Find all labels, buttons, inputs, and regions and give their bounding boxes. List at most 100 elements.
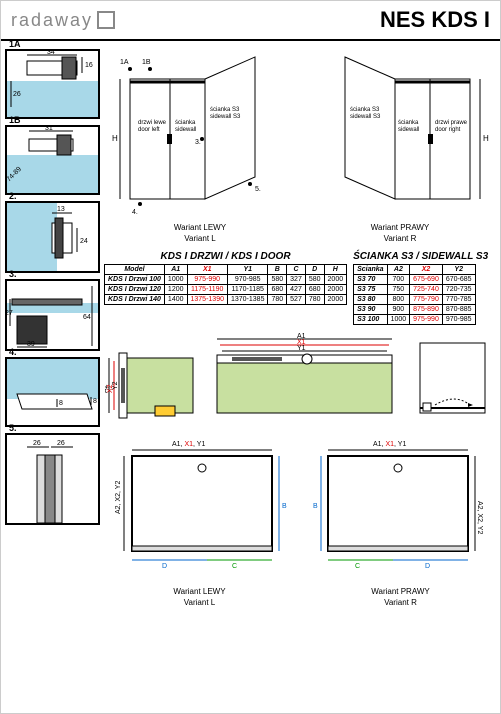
cell: S3 80 — [354, 295, 387, 305]
detail-1b-svg: 31 74-89 — [7, 127, 98, 193]
cell: 1000 — [164, 275, 187, 285]
svg-text:A1, X1, Y1: A1, X1, Y1 — [373, 441, 406, 448]
cell: 675-690 — [410, 275, 443, 285]
cell: 1175-1190 — [187, 285, 227, 295]
door-table-title: KDS I DRZWI / KDS I DOOR — [104, 251, 347, 262]
svg-text:H: H — [483, 134, 489, 143]
door-table: ModelA1X1Y1BCDHKDS I Drzwi 1001000975-99… — [104, 264, 347, 305]
svg-text:sidewall S3: sidewall S3 — [350, 114, 381, 120]
detail-2-svg: 13 24 — [7, 203, 98, 271]
plan-right-svg: A1, X1, Y1 A2, X2, Y2 B C D — [313, 438, 488, 583]
svg-text:4.: 4. — [132, 209, 138, 216]
plan-right: A1, X1, Y1 A2, X2, Y2 B C D Wariant PRAW… — [313, 438, 488, 607]
svg-text:A2, X2, Y2: A2, X2, Y2 — [115, 481, 122, 514]
dim-34: 34 — [47, 51, 55, 56]
plan-left-svg: A1, X1, Y1 A2, X2, Y2 B D C — [112, 438, 287, 583]
svg-text:C: C — [355, 563, 360, 570]
col-header: Y2 — [442, 265, 475, 275]
page: radaway NES KDS I 1A 34 16 26 1B — [0, 0, 501, 714]
cell: 775-790 — [410, 295, 443, 305]
cell: 427 — [287, 285, 306, 295]
cell: S3 90 — [354, 305, 387, 315]
svg-text:drzwi lewe: drzwi lewe — [138, 120, 167, 126]
svg-text:ścianka S3: ścianka S3 — [350, 107, 380, 113]
cell: 580 — [268, 275, 287, 285]
cell: 800 — [387, 295, 410, 305]
col-header: H — [324, 265, 347, 275]
cross-section-svg — [415, 333, 495, 428]
cell: 700 — [387, 275, 410, 285]
cell: 2000 — [324, 275, 347, 285]
iso-right-cap2: Variant R — [310, 234, 490, 243]
col-header: X1 — [187, 265, 227, 275]
detail-5: 5. 26 26 — [5, 433, 100, 525]
detail-3-svg: 39 27 64 — [7, 281, 98, 349]
svg-text:24: 24 — [80, 238, 88, 245]
svg-text:26: 26 — [57, 440, 65, 447]
svg-text:sidewall: sidewall — [175, 127, 196, 133]
svg-text:1A: 1A — [120, 59, 129, 66]
cell: 680 — [305, 285, 324, 295]
product-title: NES KDS I — [380, 7, 490, 33]
iso-left-cap1: Wariant LEWY — [110, 223, 290, 232]
plan-left: A1, X1, Y1 A2, X2, Y2 B D C Wariant LEWY… — [112, 438, 287, 607]
cell: S3 70 — [354, 275, 387, 285]
cell: 975-990 — [410, 315, 443, 325]
svg-text:C: C — [232, 563, 237, 570]
cell: 1000 — [387, 315, 410, 325]
svg-text:39: 39 — [27, 341, 35, 348]
col-header: Model — [105, 265, 165, 275]
cell: 1400 — [164, 295, 187, 305]
cell: 970-985 — [442, 315, 475, 325]
col-header: B — [268, 265, 287, 275]
detail-4: 4. 8 8 — [5, 357, 100, 427]
cross-section-row: A2 X2 Y2 A1 X1 Y1 — [104, 333, 496, 428]
svg-text:B: B — [282, 503, 287, 510]
cell: KDS I Drzwi 100 — [105, 275, 165, 285]
svg-text:27: 27 — [7, 310, 13, 317]
logo-square-icon — [97, 11, 115, 29]
svg-text:H: H — [112, 134, 118, 143]
iso-right-cap1: Wariant PRAWY — [310, 223, 490, 232]
svg-text:drzwi prawe: drzwi prawe — [435, 120, 468, 126]
cell: 780 — [305, 295, 324, 305]
cell: 780 — [268, 295, 287, 305]
plan-left-cap1: Wariant LEWY — [112, 587, 287, 596]
cross-left-svg: A2 X2 Y2 — [105, 333, 200, 428]
header: radaway NES KDS I — [1, 1, 500, 41]
col-header: D — [305, 265, 324, 275]
cell: 975-990 — [187, 275, 227, 285]
svg-text:door right: door right — [435, 127, 461, 133]
door-table-block: KDS I DRZWI / KDS I DOOR ModelA1X1Y1BCDH… — [104, 251, 347, 325]
svg-text:31: 31 — [45, 127, 53, 132]
cell: 900 — [387, 305, 410, 315]
svg-text:sidewall S3: sidewall S3 — [210, 114, 241, 120]
cell: 580 — [305, 275, 324, 285]
sidewall-table-block: ŚCIANKA S3 / SIDEWALL S3 ŚciankaA2X2Y2S3… — [353, 251, 488, 325]
svg-text:Y1: Y1 — [297, 345, 306, 352]
cell: 725-740 — [410, 285, 443, 295]
svg-text:A1, X1, Y1: A1, X1, Y1 — [172, 441, 205, 448]
plan-right-cap2: Variant R — [313, 598, 488, 607]
cell: S3 75 — [354, 285, 387, 295]
detail-1b: 1B 31 74-89 — [5, 125, 100, 195]
col-header: A1 — [164, 265, 187, 275]
svg-text:13: 13 — [57, 206, 65, 213]
tables-row: KDS I DRZWI / KDS I DOOR ModelA1X1Y1BCDH… — [104, 251, 496, 325]
iso-left-cap2: Variant L — [110, 234, 290, 243]
col-header: Ścianka — [354, 265, 387, 275]
cell: 670-685 — [442, 275, 475, 285]
svg-text:3.: 3. — [195, 139, 201, 146]
iso-left: 1A 1B 3. 4. 5. drzwi lewedoor left ścian… — [110, 49, 290, 243]
brand-logo: radaway — [11, 10, 115, 31]
cell: KDS I Drzwi 120 — [105, 285, 165, 295]
cell: 1200 — [164, 285, 187, 295]
cell: 875-890 — [410, 305, 443, 315]
svg-text:A2, X2, Y2: A2, X2, Y2 — [476, 501, 483, 534]
main-column: 1A 1B 3. 4. 5. drzwi lewedoor left ścian… — [104, 49, 496, 607]
cell: 870-885 — [442, 305, 475, 315]
cell: KDS I Drzwi 140 — [105, 295, 165, 305]
svg-text:D: D — [425, 563, 430, 570]
svg-text:ścianka S3: ścianka S3 — [210, 107, 240, 113]
cell: S3 100 — [354, 315, 387, 325]
